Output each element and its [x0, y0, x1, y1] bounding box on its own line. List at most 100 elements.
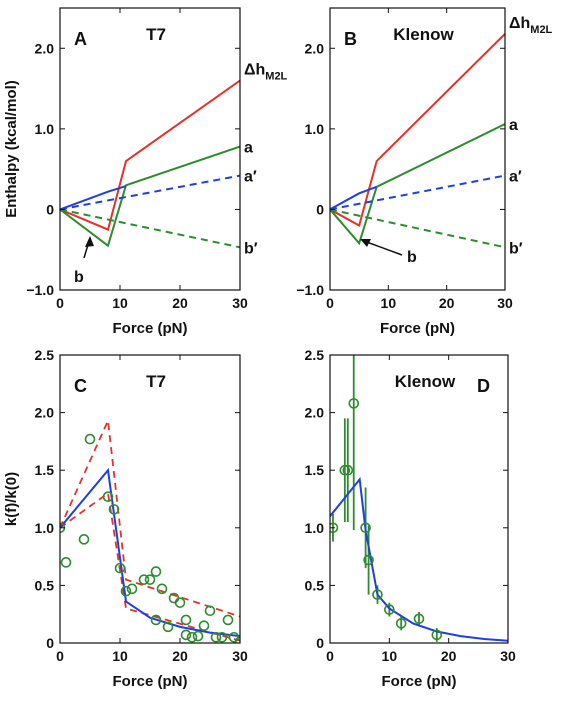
data-point	[186, 631, 198, 643]
x-axis-label: Force (pN)	[113, 673, 188, 690]
arrow-label: b	[407, 249, 417, 266]
panel-letter: D	[477, 376, 490, 396]
y-tick-label: 0	[316, 201, 324, 217]
x-tick-label: 0	[56, 648, 64, 664]
y-tick-label: 0	[46, 201, 54, 217]
series-line	[60, 174, 240, 211]
data-point	[180, 614, 192, 626]
data-point	[348, 398, 360, 409]
y-tick-label: 0.5	[35, 577, 55, 593]
y-tick-label: 2.5	[35, 347, 55, 363]
y-tick-label: 2.0	[35, 40, 55, 56]
data-point	[339, 464, 351, 476]
y-tick-label: 2.0	[35, 405, 55, 421]
x-tick-label: 0	[326, 648, 334, 664]
data-point	[108, 504, 120, 515]
data-point	[216, 631, 228, 643]
plot-area	[330, 355, 508, 642]
y-tick-label: 1.0	[35, 520, 55, 536]
plot-area	[60, 79, 240, 249]
series-label: b′	[244, 240, 258, 257]
series-label: a′	[509, 169, 522, 186]
data-point	[102, 491, 114, 502]
y-tick-label: 0	[316, 635, 324, 651]
data-point	[363, 554, 374, 566]
arrow-label: b	[74, 269, 84, 286]
fit-line	[330, 476, 508, 642]
data-point	[210, 631, 222, 643]
x-tick-label: 20	[439, 295, 455, 311]
y-tick-label: −1.0	[26, 282, 54, 298]
series-line	[330, 185, 378, 211]
y-tick-label: 2.0	[305, 40, 325, 56]
data-point	[126, 583, 138, 595]
data-point	[192, 630, 204, 642]
data-point	[384, 604, 395, 615]
data-point	[228, 631, 240, 643]
y-axis-label: Enthalpy (kcal/mol)	[3, 80, 20, 218]
y-tick-label: 1.5	[35, 462, 55, 478]
panel-title: Klenow	[393, 25, 454, 44]
plot-area	[330, 33, 505, 249]
fit-line	[60, 467, 240, 638]
data-point	[234, 636, 240, 643]
data-point	[330, 522, 339, 534]
arrow-head	[360, 239, 371, 247]
data-point	[150, 614, 162, 626]
x-tick-label: 30	[232, 295, 248, 311]
x-axis-label: Force (pN)	[113, 320, 188, 337]
x-tick-label: 30	[500, 648, 516, 664]
arrow-head	[85, 236, 94, 247]
panel-c: 0 10 20 30 0 0.5 1.0 1.5 2.0 2.5 Force (pN) k(f)/k(…	[3, 347, 248, 690]
y-tick-label: 1.0	[305, 520, 325, 536]
data-point	[120, 585, 132, 597]
panel-title: T7	[146, 25, 166, 44]
data-point	[150, 566, 162, 577]
data-point	[395, 618, 407, 629]
y-tick-label: 2.0	[305, 405, 325, 421]
data-point	[162, 621, 174, 633]
data-point	[360, 522, 371, 534]
pointer-arrow	[363, 240, 403, 256]
x-axis-label: Force (pN)	[380, 320, 455, 337]
panel-d: 0 10 20 30 0 0.5 1.0 1.5 2.0 2.5 Force (pN) D Klenow	[305, 347, 516, 690]
x-tick-label: 30	[497, 295, 513, 311]
panel-letter: C	[74, 376, 87, 396]
series-line	[330, 33, 505, 228]
panel-letter: B	[344, 29, 357, 49]
upper-bound-line	[60, 417, 240, 618]
series-label: a′	[244, 169, 257, 186]
x-axis-label: Force (pN)	[382, 673, 457, 690]
series-label: ΔhM2L	[244, 62, 288, 83]
x-tick-label: 10	[382, 648, 398, 664]
x-tick-label: 30	[232, 648, 248, 664]
axes-frame	[329, 7, 506, 291]
data-point	[413, 613, 425, 625]
series-line	[60, 79, 240, 231]
panel-title: Klenow	[395, 372, 456, 391]
data-point	[204, 605, 216, 617]
y-tick-label: 0	[46, 635, 54, 651]
axes-frame	[329, 354, 509, 644]
data-point	[138, 574, 150, 585]
y-tick-label: 1.0	[305, 121, 325, 137]
data-point	[372, 589, 383, 600]
series-label: b′	[509, 240, 523, 257]
panel-title: T7	[146, 372, 166, 391]
y-tick-label: 1.5	[305, 462, 325, 478]
y-tick-label: 2.5	[305, 347, 325, 363]
data-point	[431, 629, 443, 641]
series-line	[60, 145, 240, 248]
series-line	[60, 208, 240, 249]
series-label: a	[244, 140, 253, 157]
series-line	[330, 123, 505, 246]
data-point	[174, 597, 186, 608]
data-point	[156, 583, 168, 595]
axes-frame	[59, 7, 241, 291]
x-tick-label: 10	[381, 295, 397, 311]
data-point	[198, 620, 210, 632]
x-tick-label: 20	[172, 648, 188, 664]
data-point	[180, 629, 192, 641]
